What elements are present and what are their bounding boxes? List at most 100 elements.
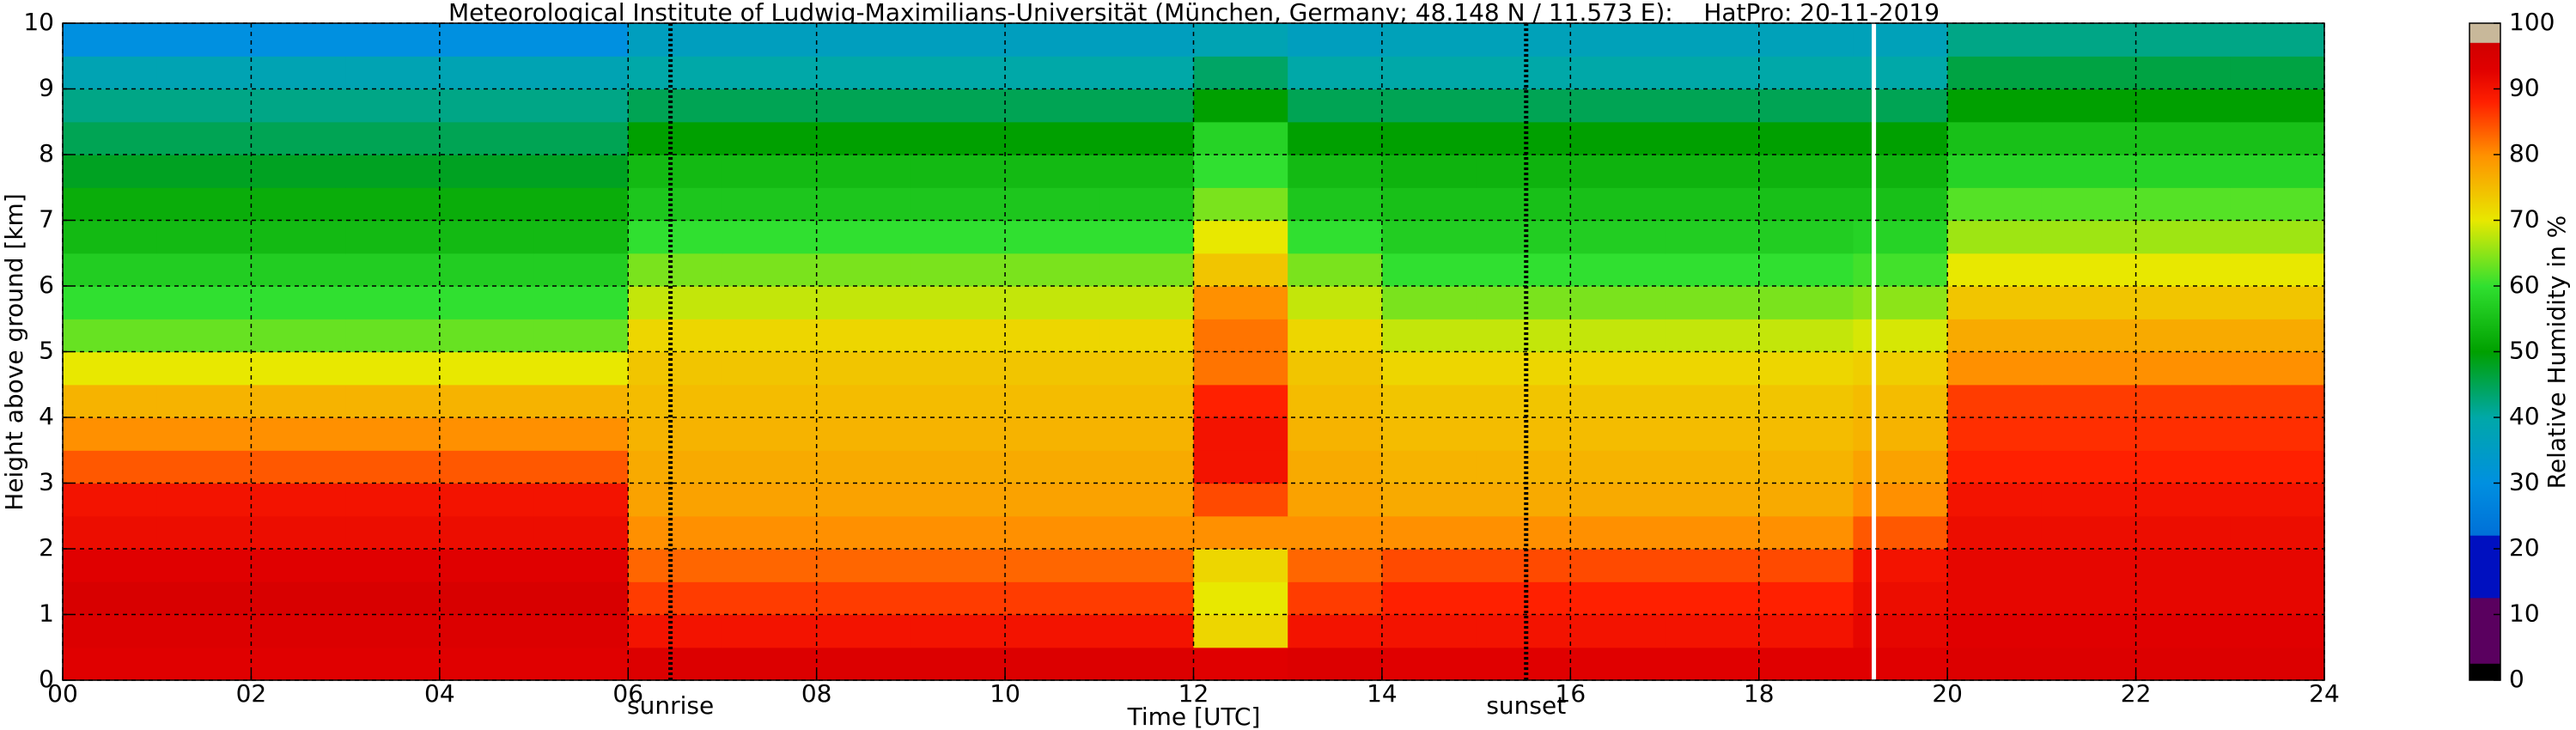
heatmap-cell xyxy=(2230,450,2325,484)
heatmap-cell xyxy=(1947,88,2043,123)
heatmap-cell xyxy=(2230,581,2325,616)
heatmap-cell xyxy=(1758,515,1854,550)
heatmap-cell xyxy=(1288,286,1383,319)
heatmap-cell xyxy=(816,384,911,418)
heatmap-cell xyxy=(1947,614,2043,648)
x-tick-label: 24 xyxy=(2309,679,2340,708)
heatmap-cell xyxy=(1476,614,1571,648)
heatmap-cell xyxy=(63,220,158,254)
heatmap-cell xyxy=(1099,220,1195,254)
heatmap-cell xyxy=(910,450,1006,484)
heatmap-cell xyxy=(1193,351,1288,386)
heatmap-cell xyxy=(156,549,253,582)
heatmap-cell xyxy=(2230,252,2325,287)
heatmap-cell xyxy=(439,88,535,123)
heatmap-cell xyxy=(1570,252,1666,287)
heatmap-cell xyxy=(2135,286,2231,319)
heatmap-cell xyxy=(156,351,253,386)
heatmap-cell xyxy=(533,56,629,90)
heatmap-cell xyxy=(251,88,346,123)
heatmap-cell xyxy=(1005,483,1100,517)
heatmap-cell xyxy=(1193,483,1288,517)
heatmap-cell xyxy=(439,252,535,287)
heatmap-cell xyxy=(345,515,441,550)
x-tick-label: 06 xyxy=(612,679,643,708)
heatmap-cell xyxy=(439,581,535,616)
heatmap-cell xyxy=(1193,121,1288,155)
x-tick-label: 20 xyxy=(1932,679,1963,708)
heatmap-cell xyxy=(533,220,629,254)
heatmap-cell xyxy=(1381,56,1477,90)
heatmap-cell xyxy=(2230,614,2325,648)
heatmap-cell xyxy=(1193,581,1288,616)
heatmap-cell xyxy=(1758,384,1854,418)
heatmap-cell xyxy=(1665,483,1760,517)
heatmap-cell xyxy=(1288,384,1383,418)
heatmap-cell xyxy=(1193,23,1288,57)
heatmap-cell xyxy=(1947,252,2043,287)
heatmap-cell xyxy=(345,351,441,386)
colorbar-tick-label: 80 xyxy=(2509,139,2540,167)
heatmap-cell xyxy=(628,187,723,222)
heatmap-cell xyxy=(722,319,818,353)
heatmap-cell xyxy=(1099,286,1195,319)
heatmap-cell xyxy=(910,319,1006,353)
heatmap-cell xyxy=(1381,121,1477,155)
heatmap-cell xyxy=(156,483,253,517)
heatmap-cell xyxy=(1381,384,1477,418)
heatmap-cell xyxy=(1947,483,2043,517)
heatmap-cell xyxy=(1758,155,1854,188)
heatmap-cell xyxy=(816,121,911,155)
heatmap-cell xyxy=(816,647,911,681)
heatmap-cell xyxy=(2230,155,2325,188)
heatmap-cell xyxy=(345,319,441,353)
heatmap-cell xyxy=(439,515,535,550)
heatmap-cell xyxy=(2135,23,2231,57)
colorbar-segment xyxy=(2469,534,2500,537)
heatmap-cell xyxy=(345,252,441,287)
heatmap-cell xyxy=(1853,581,1948,616)
heatmap-cell xyxy=(1665,614,1760,648)
heatmap-cell xyxy=(1570,351,1666,386)
heatmap-cell xyxy=(816,549,911,582)
heatmap-cell xyxy=(439,647,535,681)
heatmap-cell xyxy=(2135,647,2231,681)
heatmap-cell xyxy=(1665,384,1760,418)
heatmap-cell xyxy=(1193,450,1288,484)
y-tick-label: 7 xyxy=(39,205,54,234)
heatmap-cell xyxy=(439,187,535,222)
heatmap-cell xyxy=(1005,286,1100,319)
heatmap-cell xyxy=(722,351,818,386)
heatmap-cell xyxy=(722,614,818,648)
heatmap-cell xyxy=(722,286,818,319)
heatmap-cell xyxy=(1099,155,1195,188)
y-tick-label: 1 xyxy=(39,599,54,628)
heatmap-cell xyxy=(251,483,346,517)
heatmap-cell xyxy=(1005,614,1100,648)
heatmap-cell xyxy=(722,88,818,123)
heatmap-cell xyxy=(1665,56,1760,90)
heatmap-cell xyxy=(2135,319,2231,353)
heatmap-cell xyxy=(722,121,818,155)
heatmap-cell xyxy=(1193,252,1288,287)
heatmap-cell xyxy=(1476,155,1571,188)
colorbar-tick-label: 100 xyxy=(2509,8,2555,36)
x-tick-label: 22 xyxy=(2121,679,2152,708)
heatmap-cell xyxy=(1099,88,1195,123)
heatmap-cell xyxy=(251,121,346,155)
x-tick-label: 00 xyxy=(47,679,78,708)
heatmap-cell xyxy=(156,319,253,353)
heatmap-cell xyxy=(1570,187,1666,222)
heatmap-cell xyxy=(2041,187,2137,222)
heatmap-cell xyxy=(722,450,818,484)
heatmap-cell xyxy=(1005,515,1100,550)
heatmap-cell xyxy=(1947,515,2043,550)
colorbar-segment xyxy=(2469,69,2500,103)
heatmap-cell xyxy=(251,23,346,57)
heatmap-cell xyxy=(1758,319,1854,353)
heatmap-cell xyxy=(1288,647,1383,681)
heatmap-cell xyxy=(1005,581,1100,616)
heatmap-cell xyxy=(533,549,629,582)
heatmap-cell xyxy=(1947,351,2043,386)
